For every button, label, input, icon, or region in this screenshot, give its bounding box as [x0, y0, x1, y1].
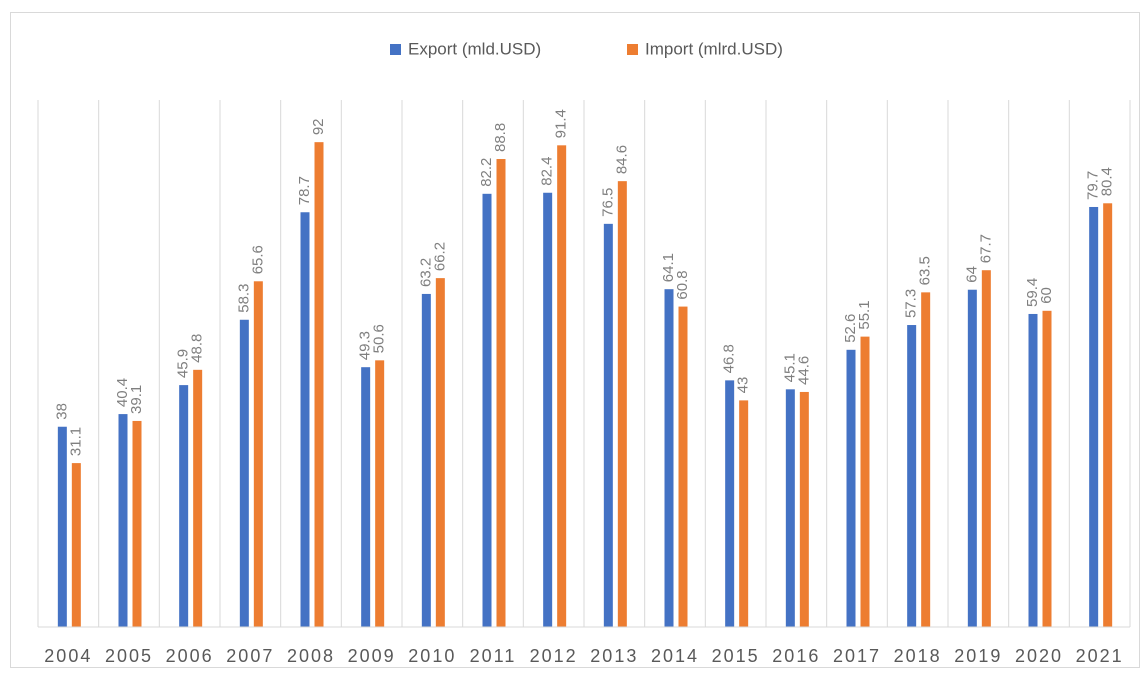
- data-label: 31.1: [67, 427, 84, 456]
- bar: [739, 400, 749, 627]
- data-label: 57.3: [903, 289, 920, 318]
- data-label: 43: [735, 377, 752, 394]
- data-label: 44.6: [795, 356, 812, 385]
- data-label: 84.6: [613, 145, 630, 174]
- x-tick-label: 2018: [894, 646, 942, 666]
- bar: [664, 289, 674, 627]
- data-label: 45.9: [175, 349, 192, 378]
- x-tick-label: 2021: [1076, 646, 1124, 666]
- data-label: 45.1: [781, 353, 798, 382]
- bar: [193, 369, 203, 627]
- legend-label: Export (mld.USD): [408, 39, 541, 58]
- bar: [118, 414, 128, 627]
- data-label: 59.4: [1024, 278, 1041, 307]
- data-label: 66.2: [431, 242, 448, 271]
- bar: [314, 142, 324, 627]
- data-label: 82.4: [539, 157, 556, 186]
- data-label: 88.8: [492, 123, 509, 152]
- x-tick-label: 2008: [287, 646, 335, 666]
- data-label: 76.5: [599, 188, 616, 217]
- bar: [557, 145, 567, 627]
- data-label: 48.8: [189, 334, 206, 363]
- x-tick-label: 2006: [166, 646, 214, 666]
- legend-label: Import (mlrd.USD): [645, 39, 783, 58]
- data-label: 39.1: [128, 385, 145, 414]
- x-tick-label: 2016: [772, 646, 820, 666]
- bar: [300, 212, 310, 627]
- data-label: 50.6: [371, 324, 388, 353]
- bar: [361, 367, 371, 627]
- bar: [435, 278, 445, 627]
- data-label: 64.1: [660, 253, 677, 282]
- bar: [725, 380, 735, 627]
- bar: [57, 426, 67, 627]
- bar: [603, 223, 613, 627]
- data-label: 91.4: [553, 109, 570, 138]
- data-label: 46.8: [721, 344, 738, 373]
- x-tick-label: 2009: [348, 646, 396, 666]
- data-label: 79.7: [1085, 171, 1102, 200]
- bar: [543, 192, 553, 627]
- data-label: 64: [963, 266, 980, 283]
- bar: [1028, 313, 1038, 627]
- bar: [1103, 203, 1113, 628]
- data-label: 58.3: [235, 284, 252, 313]
- bar: [981, 270, 991, 627]
- data-label: 80.4: [1099, 167, 1116, 196]
- bar: [179, 385, 189, 627]
- bar: [967, 289, 977, 627]
- data-label: 40.4: [114, 378, 131, 407]
- bar: [907, 325, 917, 627]
- data-label: 78.7: [296, 176, 313, 205]
- bar: [921, 292, 931, 627]
- data-label: 52.6: [842, 314, 859, 343]
- data-label: 63.2: [417, 258, 434, 287]
- x-tick-label: 2012: [530, 646, 578, 666]
- data-label: 92: [310, 118, 327, 135]
- x-tick-label: 2017: [833, 646, 881, 666]
- bar: [421, 293, 431, 627]
- x-tick-label: 2004: [44, 646, 92, 666]
- x-tick-label: 2013: [590, 646, 638, 666]
- data-label: 63.5: [917, 256, 934, 285]
- bar: [846, 349, 856, 627]
- data-label: 67.7: [977, 234, 994, 263]
- bar: [1042, 310, 1052, 627]
- bar: [71, 463, 81, 627]
- bar: [799, 391, 809, 627]
- x-tick-label: 2005: [105, 646, 153, 666]
- data-label: 38: [53, 403, 70, 420]
- bar: [239, 319, 249, 627]
- data-label: 60.8: [674, 270, 691, 299]
- bar: [496, 159, 506, 628]
- x-tick-label: 2011: [470, 646, 517, 666]
- bar: [617, 181, 627, 627]
- data-label: 55.1: [856, 300, 873, 329]
- data-label: 65.6: [249, 245, 266, 274]
- bar: [1089, 206, 1099, 627]
- x-tick-label: 2019: [954, 646, 1002, 666]
- x-tick-label: 2014: [651, 646, 699, 666]
- data-label: 82.2: [478, 158, 495, 187]
- x-tick-label: 2020: [1015, 646, 1063, 666]
- bar: [860, 336, 870, 627]
- x-tick-label: 2010: [408, 646, 456, 666]
- bar: [132, 420, 142, 627]
- legend-swatch: [390, 44, 401, 55]
- x-tick-label: 2015: [712, 646, 760, 666]
- data-label: 49.3: [357, 331, 374, 360]
- bar: [785, 389, 795, 627]
- legend-swatch: [627, 44, 638, 55]
- bar: [253, 281, 263, 627]
- bar: [482, 193, 492, 627]
- x-tick-label: 2007: [226, 646, 274, 666]
- bar: [678, 306, 688, 627]
- data-label: 60: [1038, 287, 1055, 304]
- bar: [375, 360, 385, 627]
